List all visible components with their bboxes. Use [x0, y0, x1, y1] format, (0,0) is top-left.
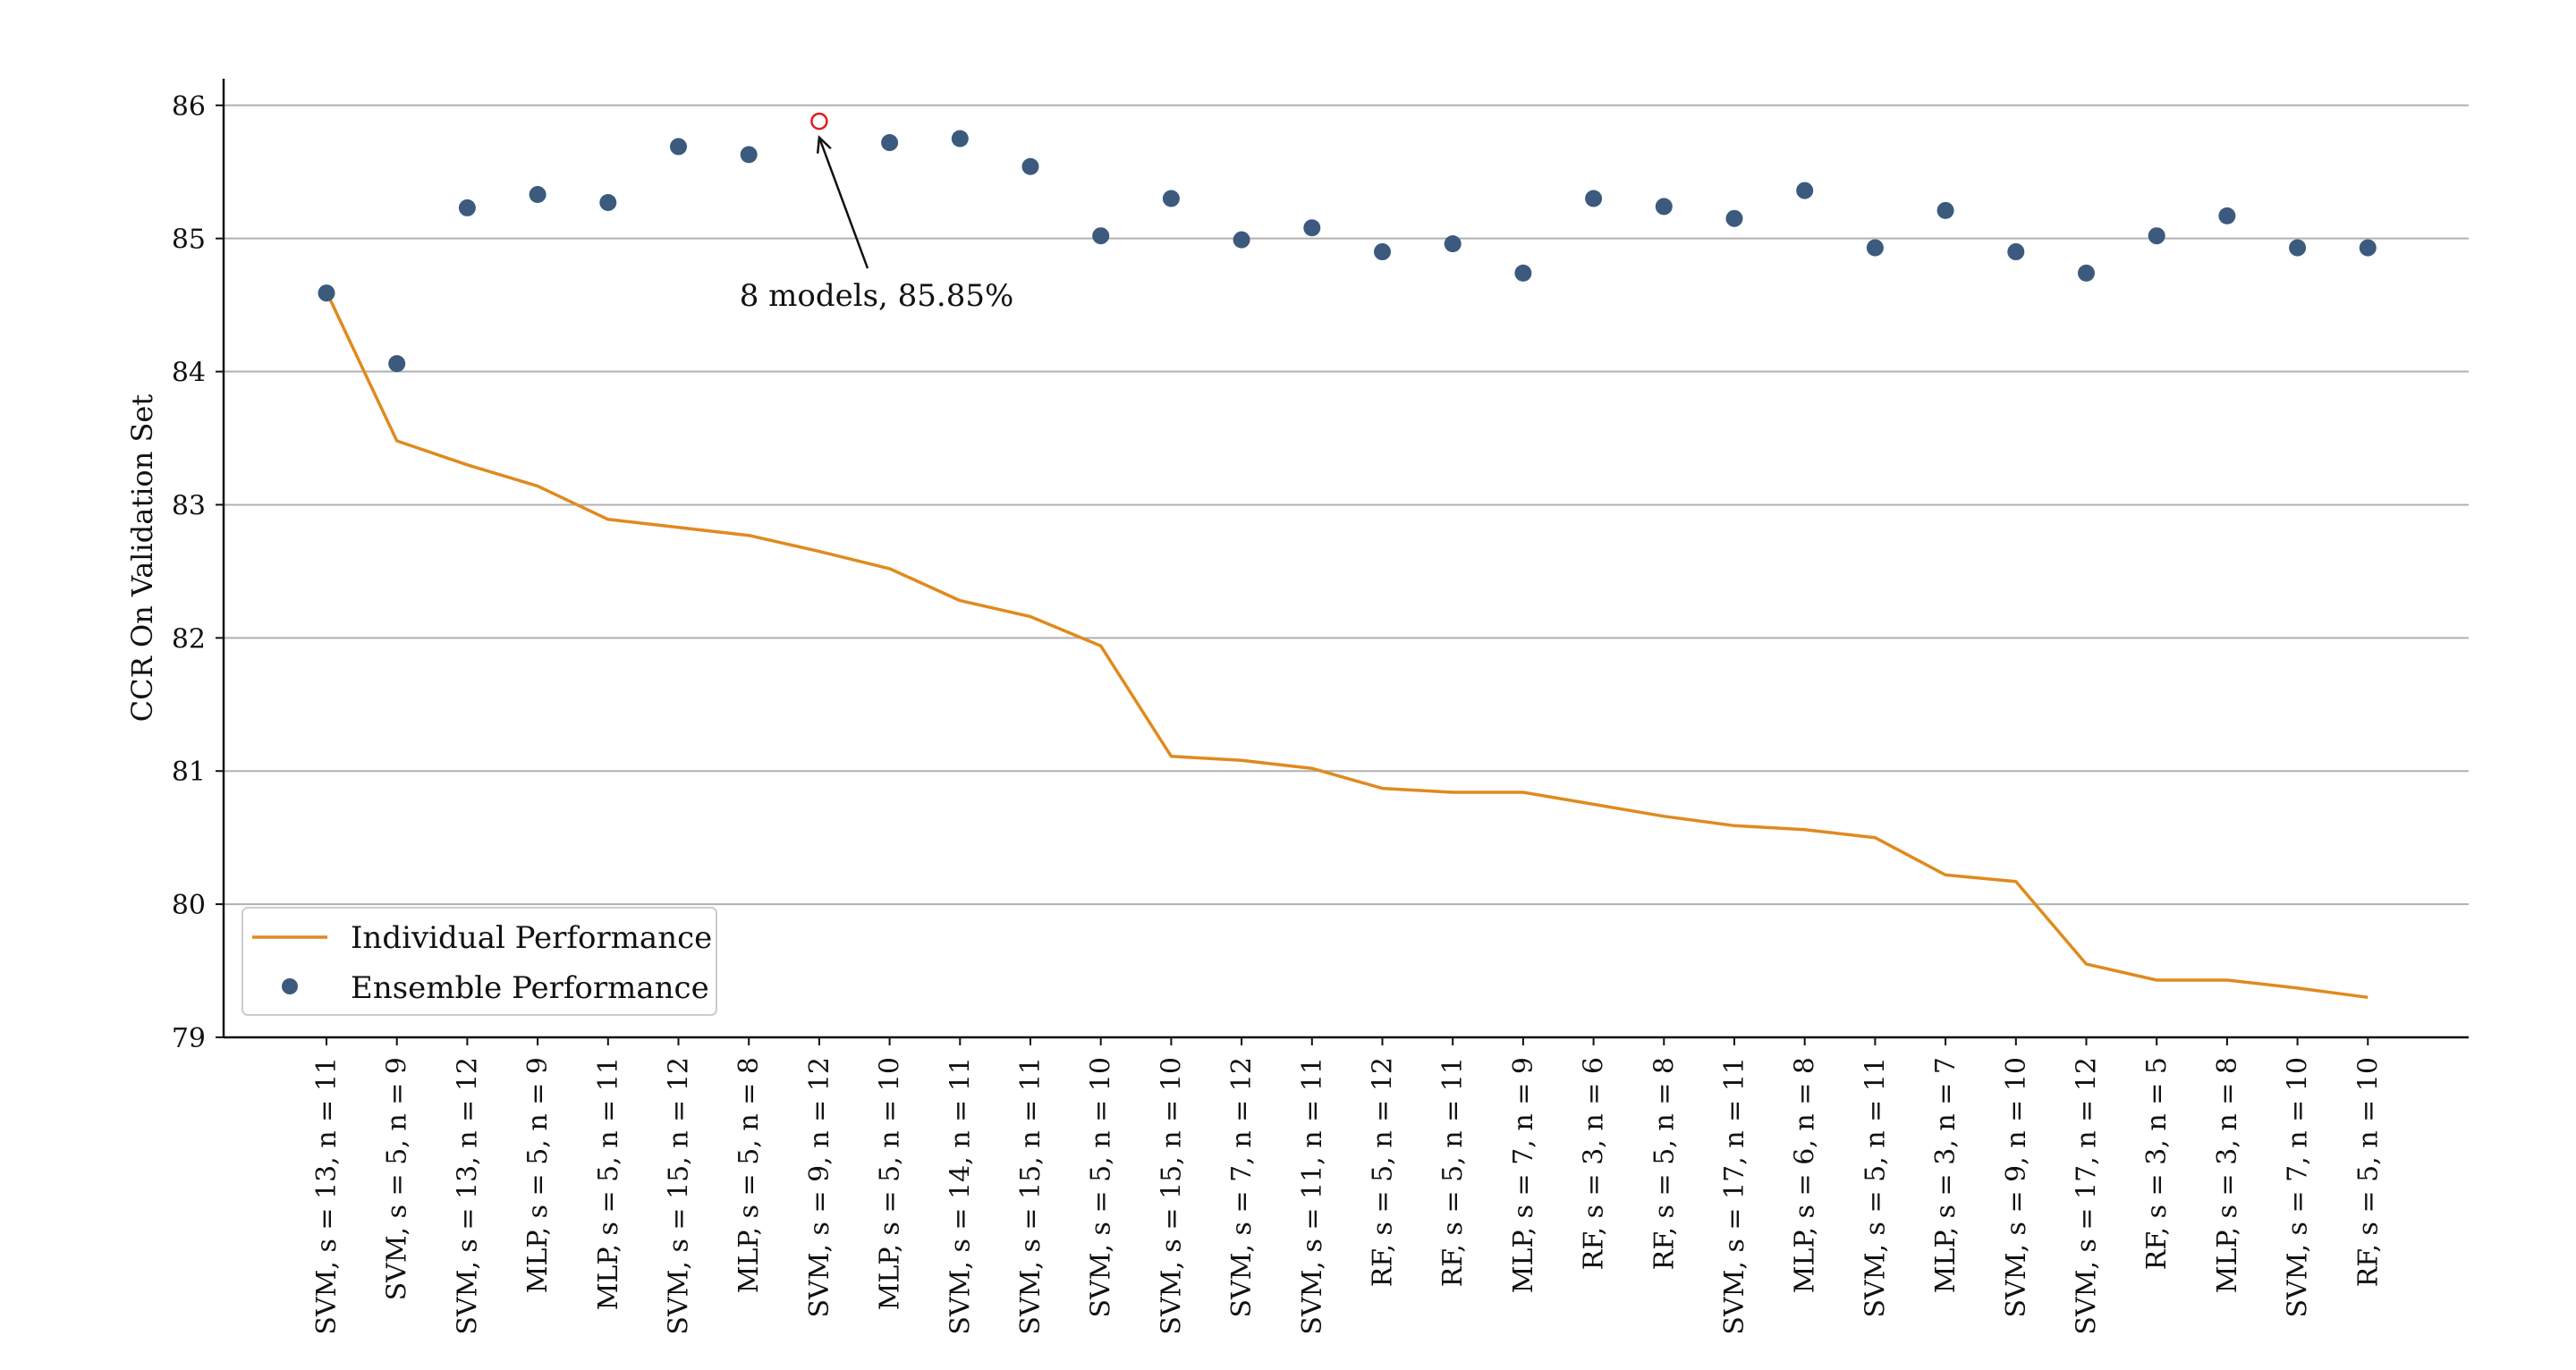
x-tick-label: SVM, s = 9, n = 12 [804, 1057, 835, 1317]
legend-label-ensemble: Ensemble Performance [351, 970, 709, 1006]
x-tick-label: MLP, s = 3, n = 8 [2212, 1057, 2243, 1293]
x-tick-label: SVM, s = 5, n = 11 [1860, 1057, 1891, 1317]
x-tick-label: RF, s = 3, n = 5 [2141, 1057, 2173, 1270]
x-tick-label: SVM, s = 17, n = 11 [1719, 1057, 1750, 1335]
ensemble-point [881, 133, 899, 151]
grid-lines [224, 104, 2469, 906]
x-tick-label: MLP, s = 6, n = 8 [1790, 1057, 1821, 1293]
y-tick-label: 82 [172, 623, 206, 655]
ensemble-point-highlight [810, 112, 828, 131]
x-tick-label: SVM, s = 11, n = 11 [1297, 1057, 1328, 1335]
x-tick-label: MLP, s = 7, n = 9 [1508, 1057, 1539, 1293]
ensemble-point [1162, 190, 1180, 207]
x-tick-label: SVM, s = 15, n = 11 [1015, 1057, 1046, 1335]
x-tick-label: RF, s = 5, n = 11 [1437, 1057, 1469, 1287]
ensemble-point [318, 284, 335, 302]
ensemble-point [458, 199, 476, 216]
x-tick-label: RF, s = 5, n = 8 [1648, 1057, 1680, 1270]
x-tick-label: SVM, s = 5, n = 9 [382, 1057, 413, 1300]
ensemble-point [1233, 231, 1250, 249]
ensemble-point [1936, 201, 1954, 219]
ensemble-point [388, 355, 406, 373]
y-tick-label: 86 [172, 91, 206, 123]
y-tick-label: 83 [172, 490, 206, 521]
x-tick-label: SVM, s = 17, n = 12 [2072, 1057, 2103, 1335]
legend: Individual Performance Ensemble Performa… [242, 907, 717, 1016]
x-tick-label: MLP, s = 5, n = 10 [875, 1057, 906, 1310]
x-tick-label: SVM, s = 15, n = 12 [664, 1057, 695, 1335]
y-axis-label: CCR On Validation Set [125, 394, 159, 723]
ensemble-point [951, 130, 969, 148]
x-tick-label: SVM, s = 14, n = 11 [945, 1057, 976, 1335]
x-tick-label: SVM, s = 7, n = 10 [2283, 1057, 2314, 1317]
ensemble-point [1092, 227, 1110, 245]
legend-dot-swatch [282, 978, 298, 994]
ensemble-point [1374, 243, 1391, 261]
x-tick-label: RF, s = 3, n = 6 [1579, 1057, 1610, 1270]
annotation-text: 8 models, 85.85% [740, 278, 1014, 314]
x-tick-label: MLP, s = 3, n = 7 [1930, 1057, 1962, 1293]
ensemble-point [599, 193, 617, 211]
y-tick-label: 84 [172, 358, 206, 389]
annotation: 8 models, 85.85% [740, 134, 1014, 314]
ensemble-point [1021, 157, 1039, 175]
ensemble-point [529, 186, 547, 204]
x-tick-label: SVM, s = 13, n = 11 [311, 1057, 343, 1335]
ensemble-point [2007, 243, 2025, 261]
ensemble-point [1303, 219, 1321, 237]
x-tick-label: SVM, s = 9, n = 10 [2001, 1057, 2032, 1317]
x-tick-label: MLP, s = 5, n = 9 [522, 1057, 554, 1293]
ensemble-point [2359, 239, 2377, 257]
ensemble-point [2078, 264, 2095, 282]
ensemble-point [2289, 239, 2307, 257]
ensemble-point [670, 138, 687, 156]
ensemble-point [1725, 209, 1743, 227]
legend-label-individual: Individual Performance [351, 920, 712, 956]
ensemble-point [1796, 182, 1814, 199]
y-tick-label: 79 [172, 1023, 206, 1054]
x-tick-label: RF, s = 5, n = 12 [1368, 1057, 1399, 1287]
x-tick-labels: SVM, s = 13, n = 11 SVM, s = 5, n = 9 SVM,… [311, 1037, 2384, 1335]
ensemble-point [1585, 190, 1603, 207]
annotation-arrowhead [816, 134, 832, 154]
ensemble-point [2218, 207, 2236, 224]
annotation-arrow [818, 137, 869, 269]
ensemble-point [740, 146, 758, 164]
x-tick-label: SVM, s = 7, n = 12 [1226, 1057, 1258, 1317]
x-tick-label: SVM, s = 13, n = 12 [452, 1057, 483, 1335]
ensemble-point [1514, 264, 1532, 282]
ensemble-point [1655, 198, 1673, 216]
legend-box [242, 907, 717, 1016]
ensemble-point [1444, 235, 1462, 253]
x-tick-label: MLP, s = 5, n = 11 [593, 1057, 624, 1310]
individual-performance-series [325, 291, 2368, 1000]
axes [222, 79, 2469, 1039]
x-tick-label: MLP, s = 5, n = 8 [733, 1057, 765, 1293]
ensemble-performance-series [318, 112, 2377, 373]
individual-performance-line [325, 291, 2368, 1000]
y-tick-label: 81 [172, 757, 206, 788]
y-tick-labels: 79 80 81 82 83 84 85 86 [172, 91, 224, 1054]
ensemble-point [1866, 239, 1884, 257]
y-tick-label: 85 [172, 224, 206, 256]
x-tick-label: RF, s = 5, n = 10 [2352, 1057, 2384, 1287]
x-tick-label: SVM, s = 15, n = 10 [1156, 1057, 1187, 1335]
x-tick-label: SVM, s = 5, n = 10 [1086, 1057, 1117, 1317]
ensemble-point [2148, 227, 2165, 245]
y-tick-label: 80 [172, 890, 206, 921]
